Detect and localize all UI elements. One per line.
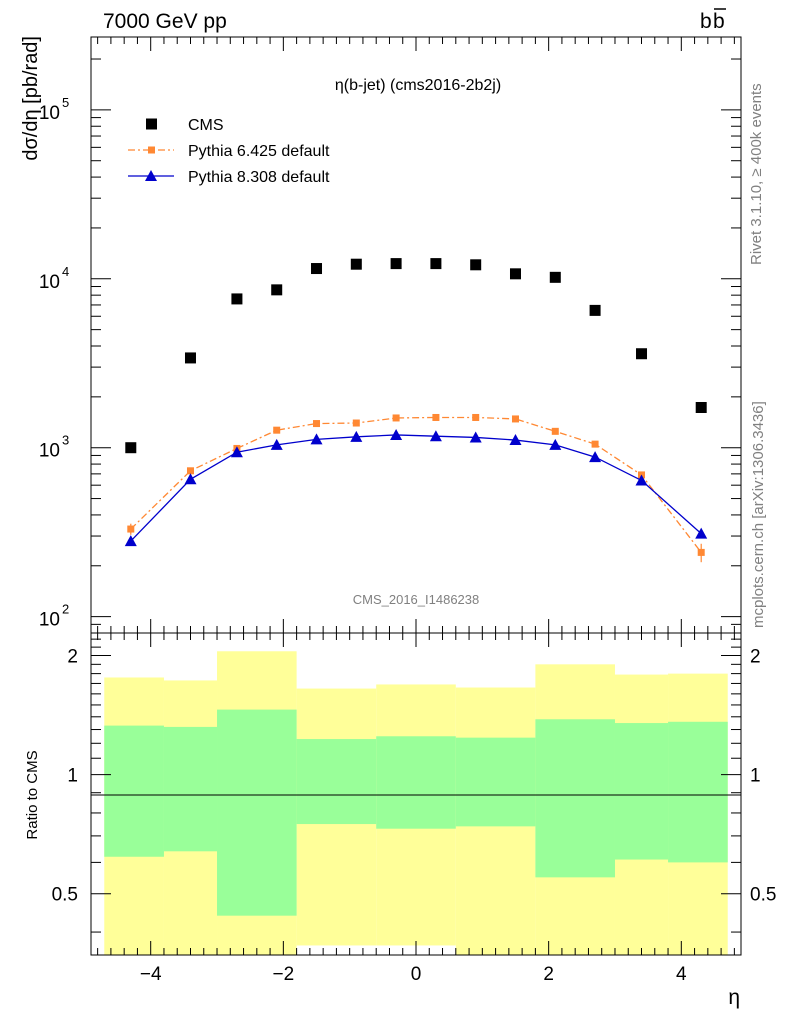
y-tick-exponent: 2 [62,602,69,617]
cms-point [549,271,561,283]
pythia8-point [695,527,708,539]
green-band-bin [535,719,615,878]
xaxis-label: η [728,986,740,1009]
x-tick-label: −2 [273,964,295,985]
cms-point [430,258,442,270]
x-tick-label: 0 [411,964,422,985]
rivet-label: Rivet 3.1.10, ≥ 400k events [748,83,765,265]
svg-text:b: b [713,10,725,33]
y-tick-label: 10 [39,103,60,124]
main-title: η(b-jet) (cms2016-2b2j) [335,77,501,94]
pythia8-point [230,446,243,458]
y-tick-label-right: 2 [750,647,761,668]
y-tick-label: 0.5 [52,885,78,906]
green-band-bin [217,709,297,916]
x-tick-label: 2 [543,964,554,985]
green-band-bin [455,737,536,827]
pythia8-point [350,430,363,442]
y-tick-label: 2 [67,647,78,668]
watermark: CMS_2016_I1486238 [353,592,480,607]
pythia6-point [472,413,480,421]
pythia6-point [551,427,559,435]
x-tick-label: 4 [676,964,687,985]
y-tick-exponent: 5 [62,95,69,110]
y-tick-exponent: 4 [62,264,69,279]
cms-point [589,304,601,316]
cms-point [231,293,243,305]
pythia8-point [390,428,403,440]
pythia6-point [352,419,360,427]
ratio-panel: −4 −2 0 2 4 0.5 0.5 1 1 2 2 Ratio to CMS η [24,632,776,1009]
cms-point [695,401,707,413]
pythia6-point [392,414,400,422]
pythia8-point [124,535,137,547]
y-tick-label: 10 [39,610,60,631]
header-right: b b [700,8,726,33]
legend-marker-cms [146,118,157,130]
cms-point [390,258,402,270]
green-band-bin [376,736,456,829]
main-series [124,258,708,563]
green-band-bin [614,723,669,860]
pythia6-point [511,415,519,423]
cms-point [125,442,137,454]
y-tick-exponent: 3 [62,433,69,448]
series-line-1 [130,416,702,553]
cms-point [271,284,283,296]
pythia6-point [313,420,321,428]
legend-label: Pythia 8.308 default [188,169,330,186]
ratio-bands [104,651,728,955]
pythia8-point [310,433,323,445]
pythia6-point [591,440,599,448]
header-left: 7000 GeV pp [103,10,227,33]
legend-marker-pythia8 [145,170,157,181]
cms-point [311,263,323,275]
pythia6-point [697,548,705,556]
mcplots-label: mcplots.cern.ch [arXiv:1306.3436] [750,401,767,628]
ratio-ylabel: Ratio to CMS [24,750,41,839]
y-tick-label: 1 [67,766,78,787]
green-band-bin [163,726,218,852]
legend-label: Pythia 6.425 default [188,143,330,160]
x-tick-label: −4 [140,964,162,985]
cms-point [184,352,196,364]
legend: CMS Pythia 6.425 default Pythia 8.308 defa… [128,117,330,186]
green-band-bin [104,725,164,857]
cms-point [350,258,362,270]
series-line-2 [130,434,702,542]
y-tick-label-right: 1 [750,766,761,787]
green-band-bin [668,721,728,863]
cms-point [509,268,521,280]
pythia8-point [429,430,442,442]
cms-point [636,348,648,360]
pythia6-point [186,467,194,475]
legend-label: CMS [188,117,224,134]
pythia8-point [184,473,197,485]
y-tick-label: 10 [39,441,60,462]
pythia6-point [127,525,135,533]
pythia8-point [509,434,522,446]
cms-point [470,259,482,271]
pythia8-point [635,474,648,486]
pythia6-point [432,413,440,421]
green-band-bin [296,739,377,825]
main-ylabel: dσ/dη [pb/rad] [20,36,42,161]
pythia8-point [469,431,482,443]
pythia6-point [273,426,281,434]
y-tick-label-right: 0.5 [750,885,776,906]
pythia8-point [270,438,283,450]
pythia8-point [589,451,602,463]
ratio-ticks: −4 −2 0 2 4 0.5 0.5 1 1 2 2 [52,633,776,985]
legend-marker-pythia6 [148,146,155,154]
y-tick-label: 10 [39,272,60,293]
svg-text:b: b [700,10,712,33]
pythia8-point [549,438,562,450]
